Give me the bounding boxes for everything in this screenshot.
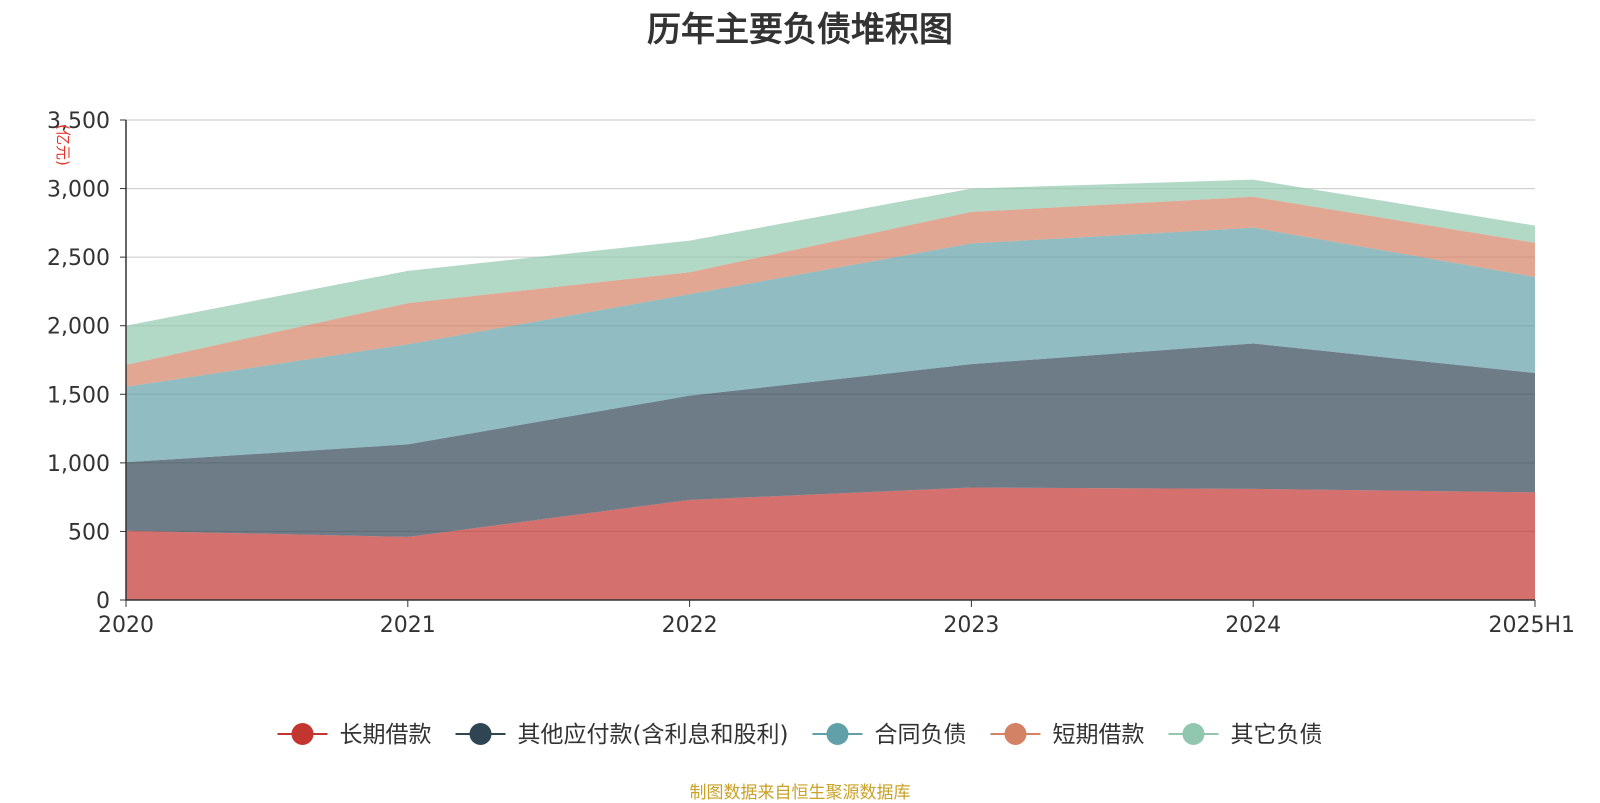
y-tick-label: 1,500 [47, 383, 110, 408]
data-source-note: 制图数据来自恒生聚源数据库 [689, 783, 911, 803]
y-tick-label: 3,000 [47, 178, 110, 203]
legend-item[interactable]: 其他应付款(含利息和股利) [455, 722, 789, 748]
legend-label: 短期借款 [1052, 722, 1144, 748]
area-其他应付款(含利息和股利) [126, 343, 1535, 537]
legend-item[interactable]: 其它负债 [1168, 722, 1322, 748]
axes: 0 500 1,000 1,500 2,000 2,500 3,000 3,500 2020 20… [47, 109, 1575, 638]
y-tick-label: 1,000 [47, 452, 110, 477]
legend-marker [469, 723, 492, 745]
area-其它负债 [126, 179, 1535, 365]
x-tick-label: 2023 [943, 613, 999, 638]
y-tick-label: 500 [68, 520, 110, 545]
legend-item[interactable]: 合同负债 [812, 722, 966, 748]
legend-label: 其他应付款(含利息和股利) [518, 722, 789, 748]
area-series [126, 179, 1535, 600]
legend-label: 其它负债 [1230, 722, 1322, 748]
y-tick-label: 2,000 [47, 315, 110, 340]
legend-marker [1182, 723, 1205, 745]
legend-item[interactable]: 短期借款 [990, 722, 1144, 748]
x-tick-label: 2022 [662, 613, 718, 638]
y-tick-label: 3,500 [47, 109, 110, 134]
legend-marker [1004, 723, 1027, 745]
legend-label: 长期借款 [340, 722, 432, 748]
x-tick-label: 2020 [98, 613, 154, 638]
area-长期借款 [126, 487, 1535, 600]
chart-title: 历年主要负债堆积图 [647, 10, 953, 50]
area-合同负债 [126, 227, 1535, 463]
legend-item[interactable]: 长期借款 [277, 722, 432, 748]
x-tick-label: 2025H1 [1488, 613, 1575, 638]
y-tick-label: 0 [96, 589, 110, 614]
x-tick-label: 2024 [1225, 613, 1281, 638]
y-tick-label: 2,500 [47, 246, 110, 271]
legend[interactable]: 长期借款 其他应付款(含利息和股利) 合同负债 短期借款 其它负债 [277, 722, 1323, 748]
y-axis-unit: (亿元) [54, 124, 72, 166]
legend-marker [291, 723, 314, 745]
legend-label: 合同负债 [874, 722, 966, 748]
legend-marker [826, 723, 849, 745]
x-tick-label: 2021 [380, 613, 436, 638]
